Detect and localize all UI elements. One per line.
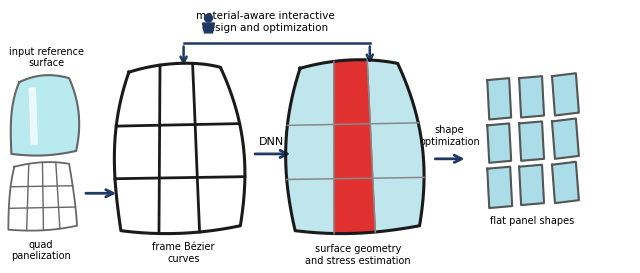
Polygon shape — [487, 167, 512, 208]
Text: flat panel shapes: flat panel shapes — [490, 216, 574, 226]
Polygon shape — [115, 63, 245, 234]
Text: DNN: DNN — [259, 137, 284, 147]
Polygon shape — [487, 123, 511, 163]
Polygon shape — [519, 76, 544, 117]
Text: frame Bézier
curves: frame Bézier curves — [152, 242, 215, 264]
Polygon shape — [334, 60, 375, 233]
Polygon shape — [202, 23, 214, 33]
Text: material-aware interactive
design and optimization: material-aware interactive design and op… — [196, 11, 335, 33]
Text: surface geometry
and stress estimation: surface geometry and stress estimation — [305, 244, 411, 266]
Polygon shape — [285, 60, 424, 234]
Polygon shape — [8, 162, 77, 231]
Polygon shape — [519, 165, 544, 205]
Text: quad
panelization: quad panelization — [12, 239, 71, 261]
Polygon shape — [519, 121, 544, 161]
Polygon shape — [11, 75, 79, 156]
Text: shape
optimization: shape optimization — [419, 125, 480, 147]
Polygon shape — [552, 118, 579, 159]
Text: input reference
surface: input reference surface — [10, 47, 84, 68]
Polygon shape — [29, 88, 37, 144]
Polygon shape — [552, 73, 579, 115]
Polygon shape — [552, 162, 579, 203]
Circle shape — [205, 14, 212, 22]
Polygon shape — [487, 78, 511, 120]
